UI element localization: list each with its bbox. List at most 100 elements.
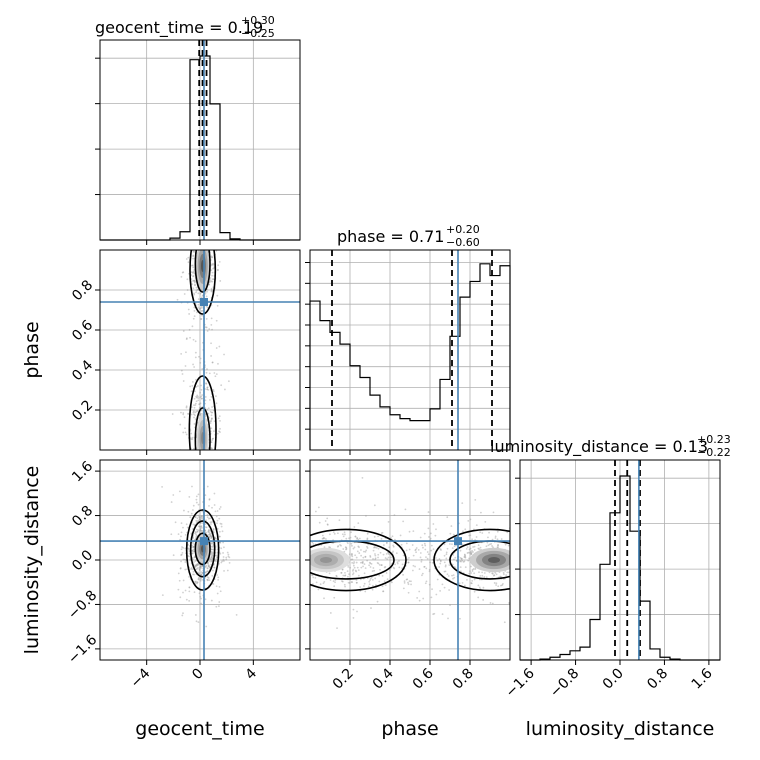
sample-point [210,537,213,540]
sample-point [375,546,378,549]
sample-point [380,564,383,566]
sample-point [183,293,186,295]
sample-point [196,394,199,397]
sample-point [302,531,304,533]
sample-point [182,612,184,615]
sample-point [428,583,431,586]
sample-point [425,556,427,559]
sample-point [206,578,209,581]
sample-point [218,345,221,348]
ylabel-luminosity-distance: luminosity_distance [21,466,43,655]
sample-point [307,602,309,604]
sample-point [513,591,515,593]
sample-point [460,557,463,560]
sample-point [195,247,197,249]
sample-point [527,593,529,595]
sample-point [312,543,315,545]
sample-point [194,614,197,616]
sample-point [196,288,199,291]
sample-point [538,554,540,556]
sample-point [208,537,211,540]
sample-point [206,468,208,470]
sample-point [207,472,209,474]
sample-point [209,517,212,520]
sample-point [193,235,195,237]
sample-point [382,553,385,556]
sample-point [210,411,213,414]
sample-point [194,404,197,407]
sample-point [255,557,257,559]
sample-point [289,565,291,567]
sample-point [422,546,424,549]
sample-point [195,495,198,498]
sample-point [212,278,215,281]
plot-area [100,188,300,474]
sample-point [182,546,185,549]
sample-point [199,396,201,399]
sample-point [223,471,225,473]
sample-point [439,560,442,563]
sample-point [387,556,390,559]
sample-point [195,396,198,399]
sample-point [350,544,353,547]
sample-point [199,307,202,310]
sample-point [373,545,376,548]
sample-point [536,553,538,555]
sample-point [523,548,525,550]
sample-point [355,581,358,584]
sample-point [436,578,439,581]
sample-point [517,564,519,566]
sample-point [406,558,409,561]
sample-point [198,247,200,249]
sample-point [298,576,300,578]
sample-point [194,530,197,533]
sample-point [206,288,209,291]
sample-point [282,553,284,555]
sample-point [511,564,513,566]
sample-point [351,573,354,576]
sample-point [454,556,457,559]
sample-point [556,566,558,568]
sample-point [393,514,396,517]
sample-point [494,537,497,539]
sample-point [535,587,537,589]
sample-point [211,553,214,555]
sample-point [357,545,360,548]
sample-point [305,581,307,583]
sample-point [385,541,388,544]
sample-point [205,188,207,190]
sample-point [546,538,548,540]
sample-point [284,556,286,558]
sample-point [204,413,207,416]
sample-point [511,539,513,541]
sample-point [461,581,464,584]
sample-point [211,548,213,551]
sample-point [364,550,367,553]
sample-point [209,558,212,561]
sample-point [291,553,293,555]
sample-point [431,588,433,591]
sample-point [469,518,472,521]
truth-point [200,298,208,306]
sample-point [183,416,186,419]
ylabel-phase: phase [21,321,43,378]
sample-point [201,565,204,568]
sample-point [211,328,213,331]
sample-point [211,464,213,466]
sample-point [407,583,410,586]
sample-point [188,548,190,551]
sample-point [196,520,199,523]
sample-point [190,432,193,435]
sample-point [208,283,211,286]
sample-point [210,556,213,559]
sample-point [206,243,208,245]
sample-point [210,287,213,290]
sample-point [182,431,185,434]
sample-point [227,553,230,556]
sample-point [443,570,446,573]
sample-point [474,498,477,501]
sample-point [209,557,212,560]
sample-point [266,556,268,558]
sample-point [348,537,350,540]
sample-point [198,307,201,310]
